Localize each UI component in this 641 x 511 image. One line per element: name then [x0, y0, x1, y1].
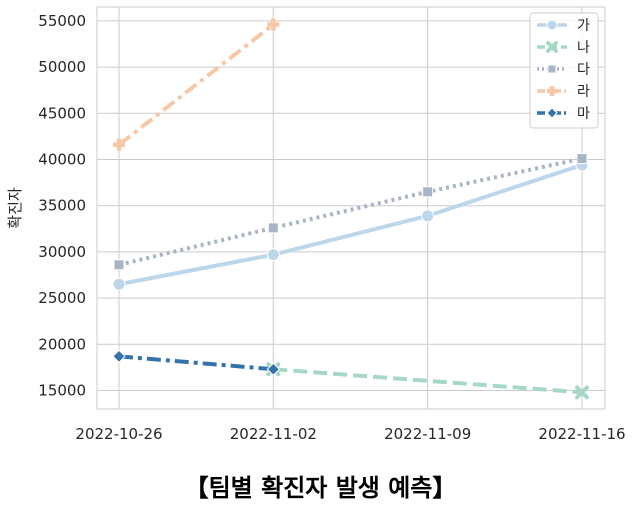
data-point — [266, 362, 281, 376]
legend-item: 가 — [537, 18, 590, 34]
data-point — [547, 64, 557, 74]
legend-label: 나 — [577, 40, 590, 56]
series-마 — [112, 349, 281, 376]
data-point — [576, 153, 588, 165]
data-point — [422, 186, 434, 198]
data-point — [546, 19, 558, 31]
legend-item: 라 — [537, 84, 590, 100]
x-tick-label: 2022-11-02 — [230, 425, 317, 443]
y-tick-label: 15000 — [38, 382, 86, 400]
data-point — [547, 86, 557, 96]
legend-label: 가 — [577, 18, 590, 34]
y-tick-label: 55000 — [38, 12, 86, 30]
y-tick-label: 50000 — [38, 58, 86, 76]
series-line — [117, 22, 275, 147]
legend-label: 다 — [577, 62, 590, 78]
data-point — [267, 222, 279, 234]
grid-lines — [97, 7, 605, 409]
legend-item: 마 — [537, 106, 590, 122]
y-tick-label: 45000 — [38, 104, 86, 122]
data-point — [421, 209, 435, 223]
data-point — [113, 259, 125, 271]
y-tick-label: 35000 — [38, 197, 86, 215]
data-point — [546, 107, 558, 119]
legend-label: 마 — [577, 106, 590, 122]
data-point — [112, 349, 126, 364]
series-layer — [112, 18, 589, 400]
y-tick-label: 20000 — [38, 335, 86, 353]
data-point — [113, 138, 125, 151]
series-line — [118, 156, 583, 267]
series-라 — [113, 18, 280, 151]
data-point — [112, 277, 126, 291]
data-point — [575, 385, 589, 400]
data-point — [546, 41, 558, 53]
series-line — [118, 163, 583, 287]
x-tick-label: 2022-10-26 — [75, 425, 162, 443]
line-chart: 2022-10-26 2022-11-02 2022-11-09 2022-11-16… — [6, 6, 626, 443]
y-tick-label: 30000 — [38, 243, 86, 261]
x-tick-label: 2022-11-16 — [538, 425, 625, 443]
y-tick-label: 25000 — [38, 289, 86, 307]
x-tick-label: 2022-11-09 — [384, 425, 471, 443]
legend-item: 다 — [537, 62, 590, 78]
y-tick-label: 40000 — [38, 150, 86, 168]
legend-label: 라 — [577, 84, 590, 100]
data-point — [266, 248, 280, 262]
data-point — [267, 18, 280, 31]
y-axis-label: 확진자 — [6, 187, 24, 229]
tick-labels: 2022-10-26 2022-11-02 2022-11-09 2022-11-16… — [38, 12, 625, 443]
chart-caption: 【팀별 확진자 발생 예측】 — [184, 474, 457, 502]
plot-frame — [96, 6, 606, 410]
series-line — [118, 354, 274, 372]
legend-item: 나 — [537, 40, 590, 56]
series-가 — [112, 158, 589, 291]
series-line — [273, 367, 583, 395]
series-다 — [113, 153, 588, 271]
